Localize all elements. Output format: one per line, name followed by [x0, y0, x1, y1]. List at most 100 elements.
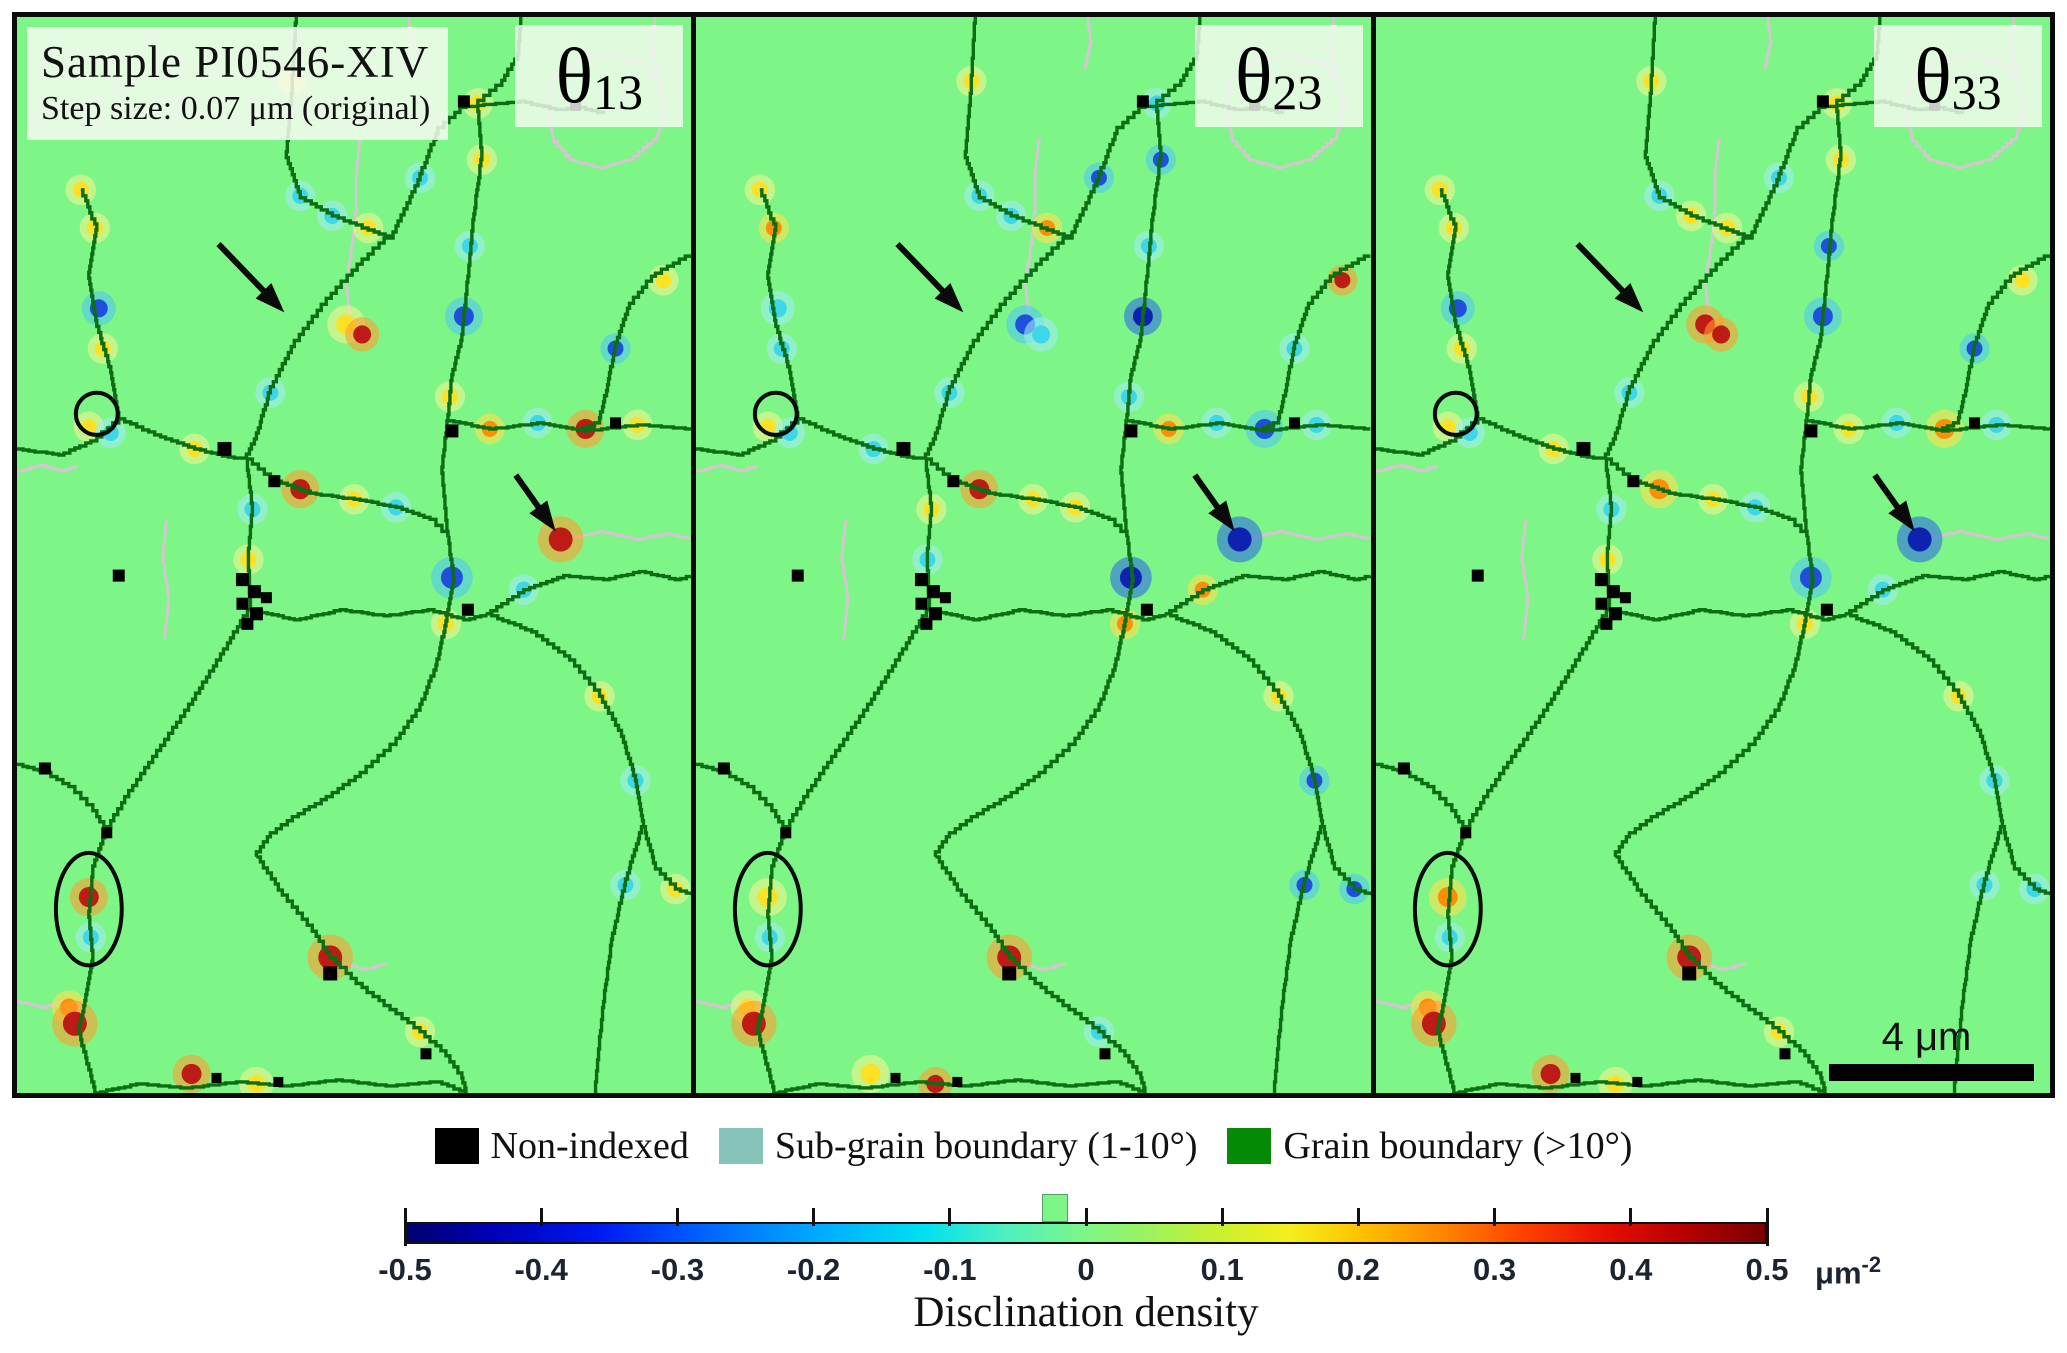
non-indexed-pixels	[268, 475, 281, 488]
annotation-arrow-head	[934, 283, 964, 313]
disclination-spot	[86, 219, 103, 237]
grain-boundary	[593, 825, 644, 1093]
colorbar-tick-label--0.1: -0.1	[923, 1252, 977, 1287]
panel-label-theta13: θ 13	[515, 25, 684, 127]
grain-boundary	[245, 457, 255, 610]
colorbar-tick-label--0.5: -0.5	[378, 1252, 432, 1287]
non-indexed-pixels	[1099, 1048, 1111, 1060]
non-indexed-pixels	[1471, 569, 1484, 582]
annotation-circle	[73, 390, 120, 437]
colorbar-tick--0.2	[812, 1208, 816, 1226]
grain-boundary	[1844, 569, 2050, 616]
non-indexed-pixels	[1608, 607, 1622, 621]
disclination-spot	[2014, 272, 2031, 289]
colorbar-zero-marker	[1041, 1194, 1068, 1222]
sub-grain-boundary	[1922, 530, 2050, 541]
grain-boundary	[1273, 825, 1323, 1093]
non-indexed-pixels	[1627, 475, 1640, 488]
grain-boundary	[244, 236, 391, 460]
non-indexed-pixels	[947, 475, 960, 488]
non-indexed-pixels	[273, 1076, 284, 1087]
grain-boundary	[1125, 105, 1163, 421]
panel-label-theta23: θ 23	[1194, 25, 1363, 127]
map-theta33	[1375, 17, 2050, 1093]
non-indexed-pixels	[929, 607, 943, 621]
colorbar-tick-0.5	[1765, 1208, 1769, 1246]
annotation-arrow-head	[1208, 500, 1235, 532]
non-indexed-pixels	[780, 827, 792, 839]
colorbar-tick--0.1	[948, 1208, 952, 1226]
grain-boundary	[246, 457, 450, 538]
disclination-spot	[1228, 527, 1252, 552]
colorbar: -0.5 -0.4 -0.3 -0.2 -0.1 0 0.1 0.2 0.3 0.4 0.5 μm-…	[378, 1194, 1881, 1304]
grain-boundary	[440, 419, 450, 538]
sub-grain-boundary	[563, 530, 692, 541]
annotation-circle	[1432, 390, 1479, 437]
colorbar-tick-label--0.4: -0.4	[514, 1252, 568, 1287]
sub-grain-boundary	[344, 137, 362, 329]
disclination-spot	[1445, 219, 1462, 237]
non-indexed-pixels	[1137, 95, 1150, 108]
grain-boundary	[925, 457, 1129, 538]
disclination-spot	[1334, 272, 1351, 289]
non-indexed-pixels	[235, 573, 249, 587]
non-indexed-pixels	[792, 569, 805, 582]
non-indexed-pixels	[927, 585, 941, 599]
grain-boundary	[1605, 457, 1809, 538]
annotation-ellipse	[1412, 850, 1483, 968]
non-indexed-pixels	[1289, 417, 1301, 429]
colorbar-tick-label-0.3: 0.3	[1473, 1252, 1517, 1287]
non-indexed-pixels	[1820, 603, 1833, 616]
theta-subscript: 23	[1272, 64, 1323, 120]
annotation-arrow-shaft	[895, 241, 952, 301]
disclination-spot	[758, 887, 779, 908]
annotation-arrow-shaft	[216, 241, 273, 301]
non-indexed-pixels	[610, 417, 622, 429]
sub-grain-boundary	[1519, 519, 1529, 640]
disclination-spot	[353, 325, 372, 344]
grain-boundary	[1798, 419, 1809, 538]
scale-bar-label: 4 μm	[1881, 1015, 1972, 1059]
sub-grain-boundary	[17, 463, 79, 473]
colorbar-tick-label-0.2: 0.2	[1336, 1252, 1380, 1287]
grain-boundary	[696, 762, 788, 833]
annotation-ellipse	[53, 850, 124, 968]
non-indexed-pixels	[1681, 966, 1696, 981]
grain-boundary	[1940, 254, 2050, 431]
colorbar-tick--0.4	[539, 1208, 543, 1226]
grain-boundary	[254, 535, 456, 857]
panel-label-theta33: θ 33	[1873, 25, 2042, 127]
non-indexed-pixels	[1124, 424, 1138, 438]
grain-boundary	[935, 855, 1147, 1093]
non-indexed-pixels	[1002, 966, 1017, 981]
non-indexed-pixels	[1968, 417, 1980, 429]
disclination-spot	[860, 1063, 881, 1084]
grain-boundary	[390, 104, 480, 240]
panel-theta33: θ 33 4 μm	[1375, 17, 2050, 1093]
sub-grain-boundary	[1024, 137, 1041, 329]
non-indexed-pixels	[112, 569, 125, 582]
non-indexed-pixels	[1595, 597, 1608, 610]
disclination-spot	[548, 527, 573, 552]
non-indexed-pixels	[1459, 827, 1471, 839]
non-indexed-pixels	[461, 603, 474, 616]
non-indexed-pixels	[915, 573, 929, 587]
non-indexed-pixels	[1632, 1076, 1642, 1087]
non-indexed-pixels	[249, 607, 263, 621]
theta-subscript: 33	[1951, 64, 2002, 120]
annotation-arrow-shaft	[1575, 241, 1632, 301]
grain-boundary	[1609, 608, 1847, 622]
grain-boundary	[1375, 762, 1468, 833]
legend-swatch-2	[1227, 1128, 1272, 1164]
panels-frame: Sample PI0546-XIV Step size: 0.07 μm (or…	[12, 12, 2055, 1098]
non-indexed-pixels	[236, 597, 249, 610]
grain-boundary	[1119, 419, 1129, 538]
non-indexed-pixels	[1779, 1048, 1791, 1060]
map-background	[696, 17, 1371, 1093]
panel-theta13: Sample PI0546-XIV Step size: 0.07 μm (or…	[17, 17, 692, 1093]
grain-boundary	[1844, 612, 2050, 896]
grain-boundary	[1127, 419, 1371, 433]
non-indexed-pixels	[457, 95, 470, 108]
disclination-spot	[1431, 181, 1448, 198]
annotation-arrow-head	[1887, 500, 1915, 532]
